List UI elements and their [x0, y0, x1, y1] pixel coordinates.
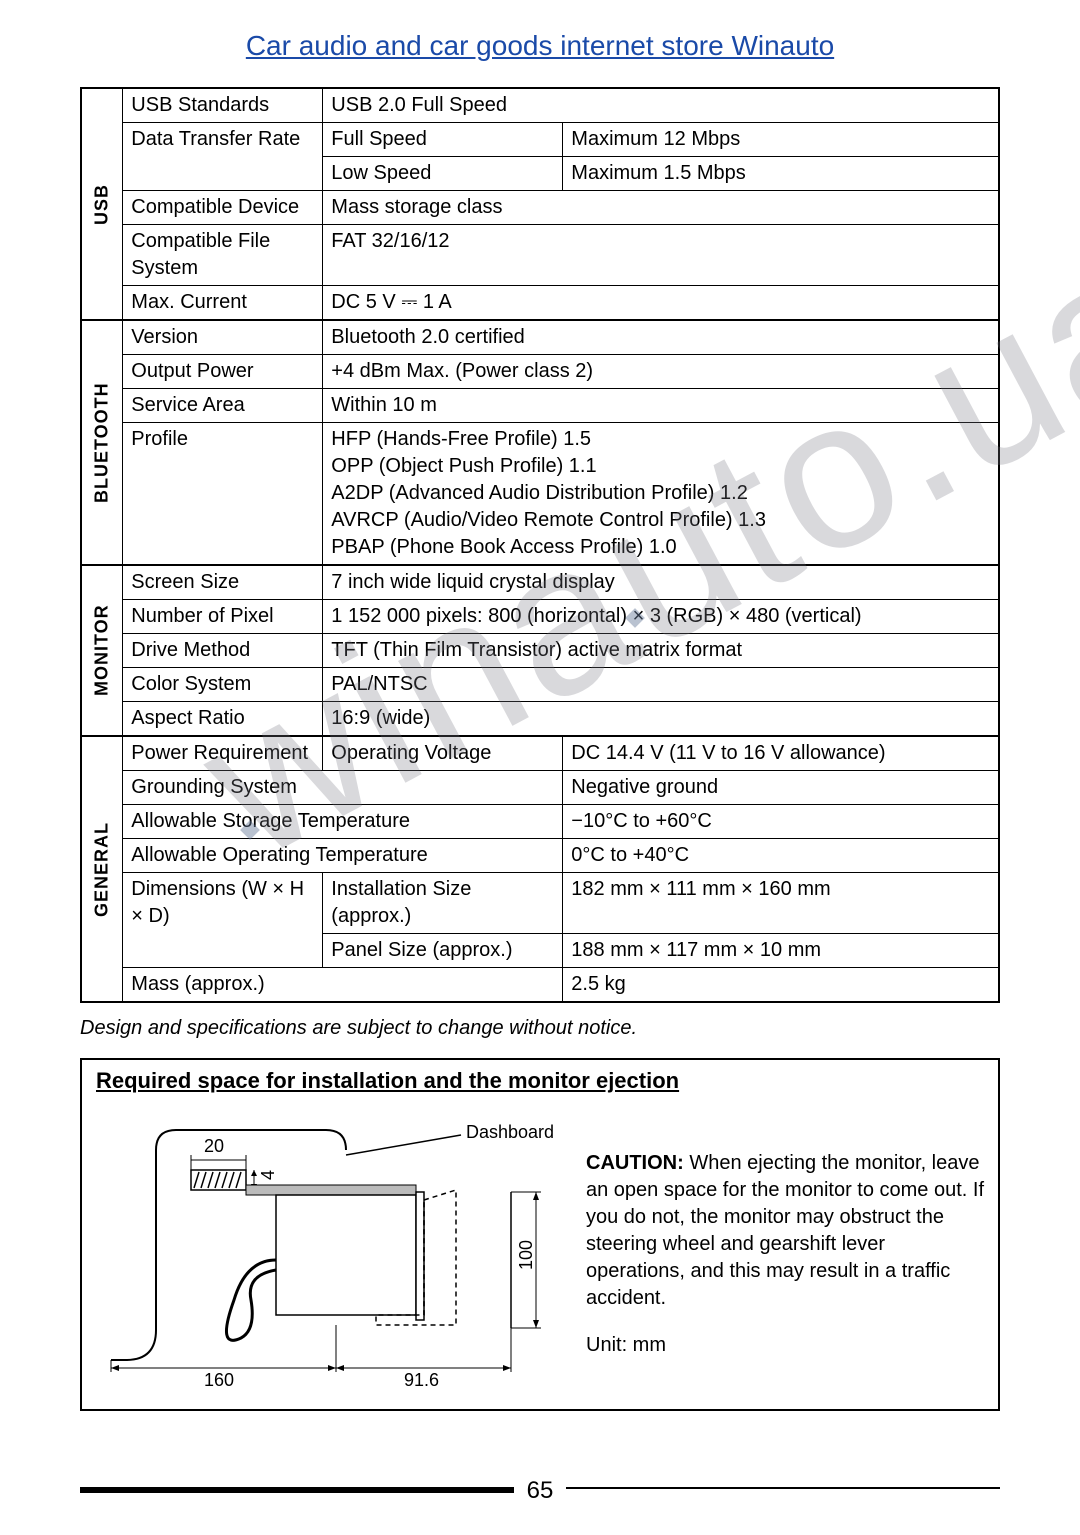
- spec-val: PAL/NTSC: [323, 668, 999, 702]
- spec-val: Panel Size (approx.): [323, 934, 563, 968]
- footer-bar: [80, 1487, 514, 1493]
- spec-key: Dimensions (W × H × D): [123, 873, 323, 968]
- spec-val: −10°C to +60°C: [563, 805, 999, 839]
- spec-key: Allowable Operating Temperature: [123, 839, 563, 873]
- spec-val: Installation Size (approx.): [323, 873, 563, 934]
- spec-key: Screen Size: [123, 565, 323, 600]
- spec-val: Within 10 m: [323, 389, 999, 423]
- spec-val: 188 mm × 117 mm × 10 mm: [563, 934, 999, 968]
- unit-label: Unit: mm: [586, 1332, 984, 1359]
- spec-key: Color System: [123, 668, 323, 702]
- spec-val: 16:9 (wide): [323, 702, 999, 737]
- spec-key: USB Standards: [123, 88, 323, 123]
- spec-key: Service Area: [123, 389, 323, 423]
- spec-table: USB USB Standards USB 2.0 Full Speed Dat…: [80, 87, 1000, 1003]
- spec-val: +4 dBm Max. (Power class 2): [323, 355, 999, 389]
- caution-label: CAUTION:: [586, 1152, 684, 1174]
- install-box: Required space for installation and the …: [80, 1058, 1000, 1411]
- dim-label: 20: [204, 1136, 224, 1157]
- spec-key: Power Requirement: [123, 736, 323, 771]
- spec-key: Number of Pixel: [123, 600, 323, 634]
- spec-val: 7 inch wide liquid crystal display: [323, 565, 999, 600]
- dim-label: 160: [204, 1370, 234, 1391]
- spec-val: FAT 32/16/12: [323, 225, 999, 286]
- spec-key: Max. Current: [123, 286, 323, 321]
- spec-key: Drive Method: [123, 634, 323, 668]
- spec-val: Negative ground: [563, 771, 999, 805]
- spec-val: Mass storage class: [323, 191, 999, 225]
- section-label-monitor: MONITOR: [81, 565, 123, 736]
- dim-label: 4: [258, 1170, 279, 1180]
- spec-val: 2.5 kg: [563, 968, 999, 1003]
- spec-val: Full Speed: [323, 123, 563, 157]
- caution-text: CAUTION: When ejecting the monitor, leav…: [586, 1150, 984, 1312]
- spec-key: Version: [123, 320, 323, 355]
- spec-val: DC 5 V ⎓ 1 A: [323, 286, 999, 321]
- spec-val: 0°C to +40°C: [563, 839, 999, 873]
- install-diagram: 20 4 Dashboard 100 160 91.6: [96, 1100, 566, 1395]
- spec-val: USB 2.0 Full Speed: [323, 88, 999, 123]
- spec-val: Maximum 12 Mbps: [563, 123, 999, 157]
- dashboard-label: Dashboard: [466, 1122, 554, 1143]
- caution-body: When ejecting the monitor, leave an open…: [586, 1152, 984, 1309]
- spec-val: Maximum 1.5 Mbps: [563, 157, 999, 191]
- spec-key: Aspect Ratio: [123, 702, 323, 737]
- dim-label: 91.6: [404, 1370, 439, 1391]
- page-number: 65: [527, 1477, 554, 1505]
- spec-key: Compatible Device: [123, 191, 323, 225]
- spec-val: 182 mm × 111 mm × 160 mm: [563, 873, 999, 934]
- spec-key: Compatible File System: [123, 225, 323, 286]
- section-label-general: GENERAL: [81, 736, 123, 1002]
- spec-val: Operating Voltage: [323, 736, 563, 771]
- section-label-bluetooth: BLUETOOTH: [81, 320, 123, 565]
- spec-key: Data Transfer Rate: [123, 123, 323, 191]
- spec-key: Output Power: [123, 355, 323, 389]
- spec-key: Mass (approx.): [123, 968, 563, 1003]
- dim-label: 100: [516, 1240, 537, 1270]
- spec-key: Allowable Storage Temperature: [123, 805, 563, 839]
- spec-val: Low Speed: [323, 157, 563, 191]
- section-label-usb: USB: [81, 88, 123, 320]
- spec-val: DC 14.4 V (11 V to 16 V allowance): [563, 736, 999, 771]
- change-notice: Design and specifications are subject to…: [80, 1017, 1000, 1040]
- page-footer: 65: [80, 1477, 1000, 1501]
- spec-val: Bluetooth 2.0 certified: [323, 320, 999, 355]
- install-title: Required space for installation and the …: [96, 1068, 984, 1094]
- spec-key: Profile: [123, 423, 323, 566]
- footer-bar: [566, 1487, 1000, 1489]
- spec-val: TFT (Thin Film Transistor) active matrix…: [323, 634, 999, 668]
- spec-key: Grounding System: [123, 771, 563, 805]
- spec-val: HFP (Hands-Free Profile) 1.5 OPP (Object…: [323, 423, 999, 566]
- store-link[interactable]: Car audio and car goods internet store W…: [80, 30, 1000, 62]
- spec-val: 1 152 000 pixels: 800 (horizontal) × 3 (…: [323, 600, 999, 634]
